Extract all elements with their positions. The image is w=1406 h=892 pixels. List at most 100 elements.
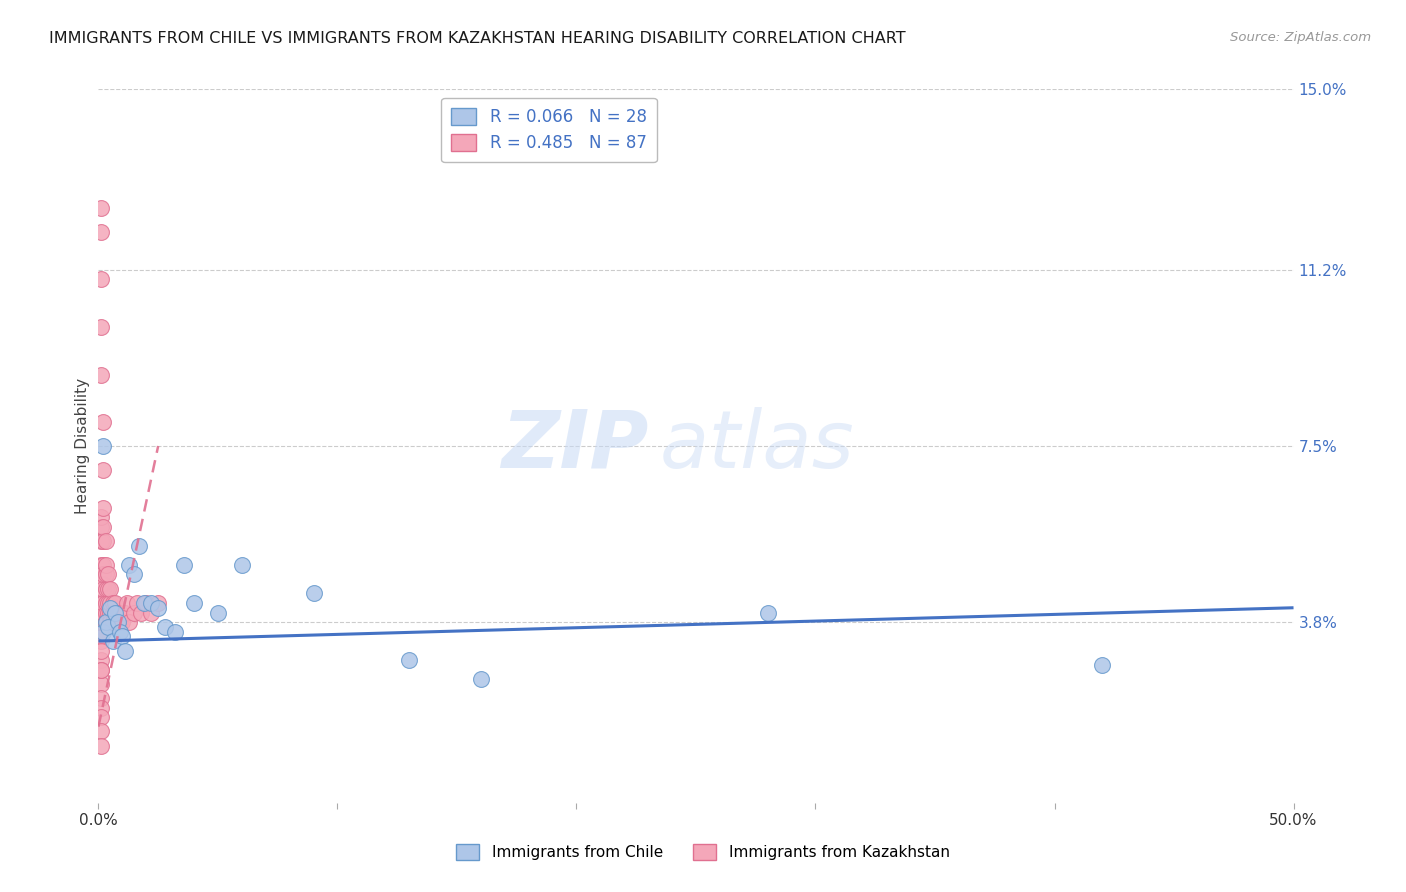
Point (90, 724, 112, 739)
Point (114, 643, 136, 657)
Point (90, 615, 112, 629)
Point (183, 596, 205, 610)
Point (90, 710, 112, 724)
Point (91, 606, 114, 620)
Point (97, 606, 120, 620)
Point (91, 606, 114, 620)
Point (101, 606, 124, 620)
Point (104, 606, 127, 620)
Point (91, 615, 114, 629)
Point (118, 558, 141, 572)
Point (90, 368, 112, 382)
Point (131, 606, 153, 620)
Point (114, 606, 136, 620)
Point (90, 629, 112, 643)
Point (91, 558, 114, 572)
Text: ZIP: ZIP (501, 407, 648, 485)
Point (90, 663, 112, 677)
Point (124, 567, 146, 582)
Point (91, 615, 114, 629)
Point (302, 586, 325, 600)
Point (111, 629, 134, 643)
Point (115, 596, 138, 610)
Point (90, 624, 112, 639)
Point (155, 620, 177, 634)
Point (94, 567, 117, 582)
Point (756, 606, 779, 620)
Point (91, 615, 114, 629)
Point (90, 615, 112, 629)
Point (90, 577, 112, 591)
Point (101, 634, 124, 648)
Point (107, 615, 129, 629)
Point (97, 582, 120, 596)
Point (90, 677, 112, 691)
Point (90, 225, 112, 239)
Point (90, 558, 112, 572)
Point (90, 643, 112, 657)
Point (90, 615, 112, 629)
Y-axis label: Hearing Disability: Hearing Disability (75, 378, 90, 514)
Point (94, 615, 117, 629)
Point (101, 615, 124, 629)
Point (94, 615, 117, 629)
Legend: R = 0.066   N = 28, R = 0.485   N = 87: R = 0.066 N = 28, R = 0.485 N = 87 (441, 97, 657, 162)
Point (90, 596, 112, 610)
Point (118, 615, 141, 629)
Point (91, 596, 114, 610)
Point (90, 700, 112, 714)
Point (94, 558, 117, 572)
Point (94, 606, 117, 620)
Point (90, 653, 112, 667)
Point (90, 320, 112, 334)
Point (91, 463, 114, 477)
Point (94, 582, 117, 596)
Point (98, 600, 122, 615)
Point (97, 596, 120, 610)
Point (98, 615, 122, 629)
Point (132, 596, 155, 610)
Point (97, 620, 120, 634)
Point (91, 624, 114, 639)
Text: Source: ZipAtlas.com: Source: ZipAtlas.com (1230, 31, 1371, 45)
Point (90, 663, 112, 677)
Point (90, 615, 112, 629)
Point (91, 567, 114, 582)
Point (128, 539, 150, 553)
Point (135, 596, 157, 610)
Point (90, 691, 112, 706)
Point (90, 272, 112, 286)
Point (163, 624, 186, 639)
Point (91, 500, 114, 515)
Point (98, 596, 122, 610)
Point (90, 520, 112, 534)
Point (98, 606, 122, 620)
Point (148, 596, 170, 610)
Point (94, 534, 117, 549)
Text: IMMIGRANTS FROM CHILE VS IMMIGRANTS FROM KAZAKHSTAN HEARING DISABILITY CORRELATI: IMMIGRANTS FROM CHILE VS IMMIGRANTS FROM… (49, 31, 905, 46)
Point (139, 596, 162, 610)
Point (90, 615, 112, 629)
Point (90, 615, 112, 629)
Point (108, 615, 131, 629)
Point (90, 510, 112, 524)
Point (101, 596, 124, 610)
Point (124, 606, 146, 620)
Legend: Immigrants from Chile, Immigrants from Kazakhstan: Immigrants from Chile, Immigrants from K… (450, 838, 956, 866)
Point (104, 596, 127, 610)
Point (91, 534, 114, 549)
Point (94, 615, 117, 629)
Point (108, 606, 131, 620)
Point (91, 615, 114, 629)
Point (125, 596, 148, 610)
Point (111, 615, 134, 629)
Point (91, 577, 114, 591)
Point (90, 615, 112, 629)
Point (91, 596, 114, 610)
Point (91, 415, 114, 429)
Point (173, 558, 195, 572)
Point (98, 582, 122, 596)
Point (94, 596, 117, 610)
Point (139, 606, 162, 620)
Point (470, 672, 492, 686)
